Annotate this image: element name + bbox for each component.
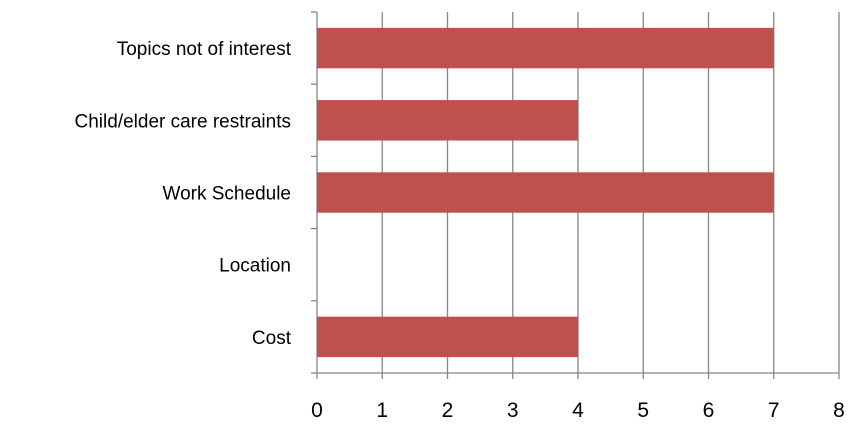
bar: [317, 172, 774, 213]
x-tick-label: 8: [833, 399, 845, 422]
x-tick-label: 3: [507, 399, 519, 422]
x-tick-label: 4: [572, 399, 584, 422]
x-tick-label: 6: [703, 399, 715, 422]
bar: [317, 316, 578, 358]
x-tick-label: 5: [637, 399, 649, 422]
category-label: Topics not of interest: [117, 39, 292, 60]
x-tick-label: 7: [768, 399, 780, 422]
x-tick-label: 2: [442, 399, 454, 422]
category-label: Location: [219, 256, 291, 277]
category-label: Cost: [252, 328, 292, 349]
category-label: Child/elder care restraints: [75, 111, 291, 132]
bar: [317, 27, 774, 69]
bar: [317, 100, 578, 141]
category-label: Work Schedule: [163, 184, 292, 205]
x-tick-label: 0: [311, 399, 323, 422]
x-tick-label: 1: [376, 399, 388, 422]
